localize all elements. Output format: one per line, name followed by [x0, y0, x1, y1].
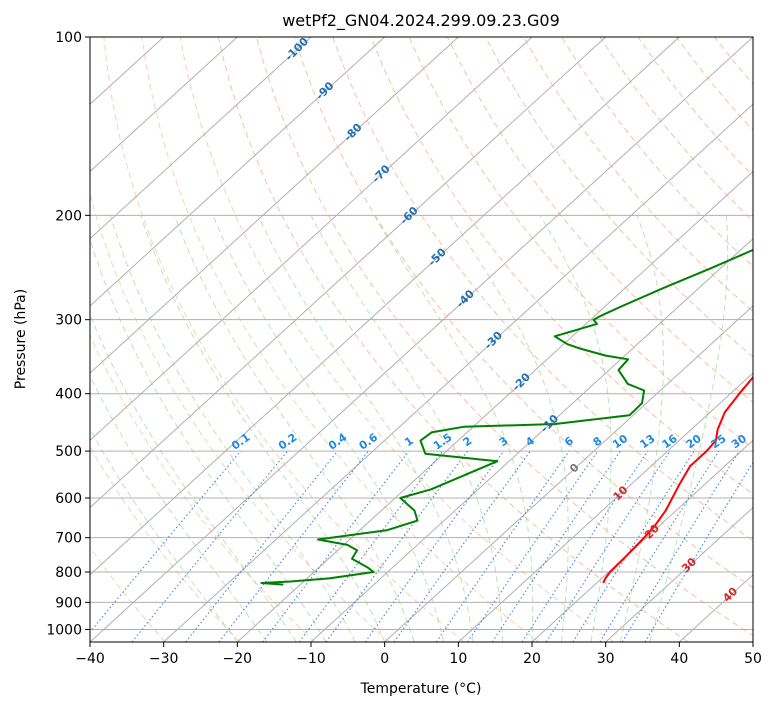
dry-adiabat	[294, 37, 753, 589]
isotherm-line	[163, 103, 753, 642]
dry-adiabat	[90, 546, 166, 642]
isotherm-line	[310, 237, 753, 642]
mixing-ratio-line	[393, 450, 531, 642]
moist-adiabat	[539, 215, 612, 642]
moist-adiabat	[373, 215, 534, 642]
dry-adiabat	[103, 37, 465, 642]
x-tick-label: 0	[380, 651, 389, 667]
y-tick-label: 300	[55, 313, 82, 329]
dry-adiabat	[141, 37, 540, 642]
series-layer	[260, 248, 753, 586]
isotherm-line	[90, 37, 459, 374]
dry-adiabat	[484, 37, 753, 358]
mixing-ratio-line	[185, 450, 339, 642]
mixing-ratio-line	[467, 450, 599, 642]
x-tick-label: 10	[449, 651, 467, 667]
isotherm-line	[90, 37, 533, 442]
isotherm-line	[384, 305, 753, 642]
moist-adiabat	[310, 215, 503, 642]
mixing-ratio-line	[621, 450, 740, 642]
dry-adiabat	[217, 37, 689, 642]
isotherm-line	[90, 37, 238, 173]
moist-adiabat	[109, 215, 356, 642]
mixing-ratio-line	[435, 450, 570, 642]
x-tick-label: 30	[597, 651, 615, 667]
mixing-ratio-layer	[90, 450, 753, 642]
y-tick-label: 1000	[46, 622, 82, 638]
dry-adiabat	[523, 37, 753, 313]
mixing-ratio-line	[572, 450, 695, 642]
y-tick-label: 200	[55, 208, 82, 224]
plot-area	[90, 37, 753, 642]
mixing-ratio-line	[521, 450, 649, 642]
x-tick-label: 40	[670, 651, 688, 667]
mixing-ratio-line	[262, 450, 410, 642]
mixing-ratio-line	[90, 450, 242, 633]
isotherm-line	[531, 439, 753, 642]
x-tick-label: −30	[149, 651, 179, 667]
plot-frame	[89, 36, 754, 643]
y-tick-label: 900	[55, 595, 82, 611]
moist-adiabat	[140, 215, 386, 642]
temperature-profile-line	[602, 375, 753, 584]
isotherm-line	[605, 506, 753, 642]
x-axis-title: Temperature (°C)	[360, 681, 482, 697]
moist-adiabat	[90, 237, 327, 642]
adiabat-layer	[90, 37, 753, 642]
dry-adiabat	[446, 37, 753, 403]
mixing-ratio-line	[325, 450, 468, 642]
isotherm-line	[90, 37, 312, 240]
moist-adiabat	[212, 215, 445, 642]
mixing-ratio-line	[491, 450, 621, 642]
moist-adiabat	[90, 374, 268, 642]
y-tick-label: 500	[55, 444, 82, 460]
isotherm-line	[457, 372, 753, 642]
y-tick-label: 100	[55, 30, 82, 46]
isotherm-line	[236, 170, 753, 642]
y-tick-label: 700	[55, 531, 82, 547]
y-axis-title: Pressure (hPa)	[13, 289, 29, 389]
dry-adiabat	[256, 37, 753, 637]
dry-adiabat	[370, 37, 753, 495]
isotherm-line	[90, 37, 607, 509]
x-axis-ticks: −40 −30 −20 −10 0 10 20 30 40 50	[75, 642, 762, 667]
dry-adiabat	[179, 37, 614, 642]
moist-adiabat	[257, 215, 474, 642]
dry-adiabat	[408, 37, 753, 449]
y-tick-label: 400	[55, 387, 82, 403]
mixing-ratio-line	[364, 450, 505, 642]
chart-title: wetPf2_GN04.2024.299.09.23.G09	[282, 11, 560, 31]
dewpoint-profile-line	[260, 248, 753, 586]
dry-adiabat	[90, 192, 390, 642]
moist-adiabat	[619, 215, 664, 642]
x-tick-label: −40	[75, 651, 105, 667]
isotherm-line	[90, 37, 386, 307]
y-tick-label: 600	[55, 491, 82, 507]
moist-adiabat	[90, 313, 297, 642]
y-tick-label: 800	[55, 565, 82, 581]
mixing-ratio-line	[131, 450, 289, 642]
isotherm-line	[90, 37, 753, 642]
x-tick-label: 20	[523, 651, 541, 667]
y-axis-ticks: 100 200 300 400 500 600 700 800 900 1000	[46, 30, 90, 638]
grid-layer	[90, 37, 753, 642]
x-tick-label: −10	[296, 651, 326, 667]
dry-adiabat	[332, 37, 753, 542]
moist-adiabat	[449, 215, 569, 642]
mixing-ratio-line	[545, 450, 671, 642]
x-tick-label: −20	[223, 651, 253, 667]
isotherm-line	[90, 37, 680, 576]
x-tick-label: 50	[744, 651, 762, 667]
